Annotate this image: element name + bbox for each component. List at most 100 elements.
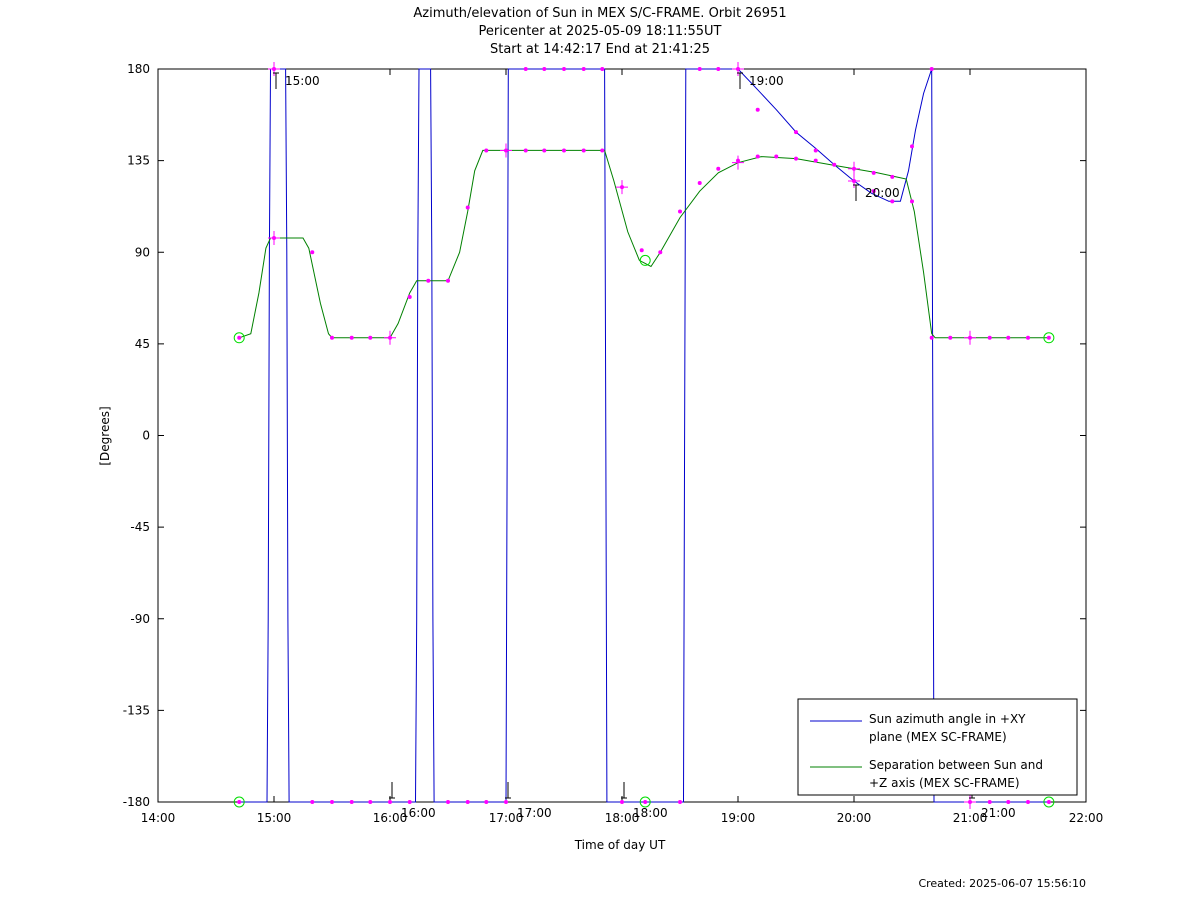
y-tick-label: -135 xyxy=(123,703,150,717)
data-point-0 xyxy=(1006,800,1011,804)
legend-label-1: +Z axis (MEX SC-FRAME) xyxy=(869,776,1020,790)
data-point-0 xyxy=(368,800,373,804)
chart-title-line-2: Pericenter at 2025-05-09 18:11:55UT xyxy=(478,24,722,39)
time-annotation-label: 17:00 xyxy=(517,806,552,820)
data-point-1 xyxy=(658,250,663,255)
data-point-1 xyxy=(1006,335,1011,340)
y-tick-label: -180 xyxy=(123,795,150,809)
data-point-1 xyxy=(484,148,489,153)
y-tick-label: 90 xyxy=(135,245,150,259)
hour-marker-cross xyxy=(268,230,280,245)
data-point-0 xyxy=(388,800,392,804)
data-point-0 xyxy=(562,67,566,71)
data-point-1 xyxy=(1046,335,1051,340)
time-annotation-label: 19:00 xyxy=(749,74,784,88)
data-point-1 xyxy=(678,209,682,214)
y-axis-label: [Degrees] xyxy=(98,406,112,465)
data-point-1 xyxy=(987,335,992,340)
data-point-1 xyxy=(237,335,242,340)
data-point-1 xyxy=(948,335,953,340)
chart-title-line-3: Start at 14:42:17 End at 21:41:25 xyxy=(489,42,711,57)
data-point-0 xyxy=(446,800,450,804)
data-point-1 xyxy=(330,335,334,340)
data-point-1 xyxy=(813,158,818,163)
hour-marker-cross xyxy=(732,155,744,170)
data-point-0 xyxy=(620,800,624,804)
legend-label-0: plane (MEX SC-FRAME) xyxy=(869,730,1007,744)
data-point-0 xyxy=(523,67,528,71)
time-annotation-label: 16:00 xyxy=(401,806,436,820)
endpoint-marker xyxy=(1043,796,1055,808)
chart-title-line-1: Azimuth/elevation of Sun in MEX S/C-FRAM… xyxy=(413,6,787,21)
data-point-0 xyxy=(813,148,818,153)
data-point-0 xyxy=(484,800,489,804)
hour-marker-cross xyxy=(848,173,860,188)
data-point-0 xyxy=(465,800,470,804)
endpoint-marker xyxy=(233,796,245,808)
data-point-0 xyxy=(794,130,798,135)
data-point-1 xyxy=(426,278,431,283)
series-line-1 xyxy=(239,149,1049,339)
data-point-1 xyxy=(310,250,315,255)
data-point-0 xyxy=(542,67,547,71)
endpoint-marker xyxy=(639,254,651,266)
hour-marker-cross xyxy=(964,795,976,809)
data-point-0 xyxy=(600,67,605,71)
y-tick-label: 0 xyxy=(142,429,150,443)
data-point-1 xyxy=(523,148,528,153)
data-point-1 xyxy=(871,170,876,175)
data-point-0 xyxy=(504,800,508,804)
hour-marker-cross xyxy=(732,62,744,76)
data-point-0 xyxy=(1046,800,1051,804)
data-point-1 xyxy=(929,335,934,340)
hour-marker-cross xyxy=(384,330,396,345)
hour-marker-cross xyxy=(964,330,976,345)
x-tick-label: 14:00 xyxy=(141,811,176,825)
data-point-1 xyxy=(639,248,644,253)
hour-marker-cross xyxy=(500,143,512,158)
data-point-1 xyxy=(542,148,547,153)
data-point-0 xyxy=(310,800,315,804)
data-point-1 xyxy=(910,199,914,204)
legend-box xyxy=(797,698,1078,796)
data-point-0 xyxy=(643,800,648,804)
data-point-1 xyxy=(794,156,798,161)
data-point-0 xyxy=(910,144,914,149)
created-timestamp: Created: 2025-06-07 15:56:10 xyxy=(918,877,1086,890)
x-tick-label: 16:00 xyxy=(373,811,408,825)
data-point-1 xyxy=(407,295,412,300)
data-point-0 xyxy=(1026,800,1030,804)
data-point-1 xyxy=(774,154,779,159)
data-point-1 xyxy=(1026,335,1030,340)
x-tick-label: 21:00 xyxy=(953,811,988,825)
data-point-0 xyxy=(755,107,760,112)
x-tick-label: 20:00 xyxy=(837,811,872,825)
data-point-1 xyxy=(755,154,760,159)
data-point-1 xyxy=(890,174,895,179)
series-line-0 xyxy=(239,68,1049,803)
data-point-0 xyxy=(349,800,354,804)
data-point-0 xyxy=(678,800,682,804)
endpoint-marker xyxy=(233,332,245,344)
y-tick-label: -45 xyxy=(130,520,150,534)
data-point-1 xyxy=(562,148,566,153)
hour-marker-cross xyxy=(268,62,280,76)
y-tick-label: 180 xyxy=(127,62,150,76)
data-point-0 xyxy=(890,199,895,204)
x-tick-label: 22:00 xyxy=(1069,811,1104,825)
data-point-0 xyxy=(716,67,721,71)
data-point-0 xyxy=(697,67,702,71)
data-point-1 xyxy=(581,148,586,153)
data-point-1 xyxy=(368,335,373,340)
y-tick-label: -90 xyxy=(130,612,150,626)
x-axis-label: Time of day UT xyxy=(574,838,666,852)
legend-label-0: Sun azimuth angle in +XY xyxy=(869,712,1026,726)
y-tick-label: 45 xyxy=(135,337,150,351)
x-tick-label: 19:00 xyxy=(721,811,756,825)
hour-marker-cross xyxy=(616,180,628,195)
endpoint-marker xyxy=(639,796,651,808)
data-point-1 xyxy=(465,205,470,210)
data-point-0 xyxy=(929,67,934,71)
data-point-1 xyxy=(600,148,605,153)
